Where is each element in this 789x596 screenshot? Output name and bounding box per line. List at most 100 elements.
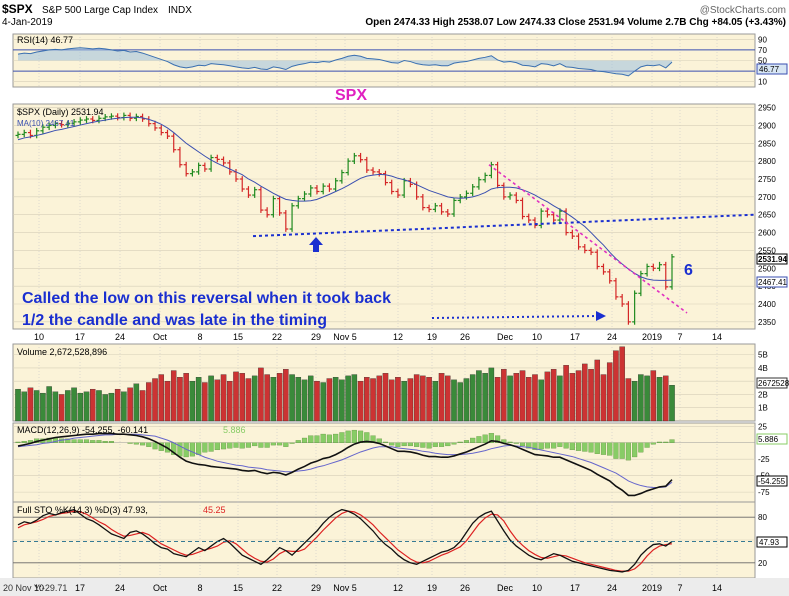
macd-hist-bar xyxy=(463,440,470,443)
volume-bar xyxy=(669,385,675,422)
x-tick-label: 24 xyxy=(607,332,617,342)
macd-hist-bar xyxy=(470,437,476,443)
macd-hist-bar xyxy=(663,441,669,443)
index-name: S&P 500 Large Cap Index xyxy=(42,5,158,16)
price-bar xyxy=(451,197,457,217)
price-bar xyxy=(439,202,445,215)
volume-bar xyxy=(357,381,364,422)
annotation-line-2: 1/2 the candle and was late in the timin… xyxy=(22,312,327,329)
price-bar xyxy=(382,170,388,186)
x-tick-label-bottom: 15 xyxy=(233,583,243,593)
volume-bar xyxy=(127,387,133,422)
price-bar xyxy=(40,124,46,134)
volume-bar xyxy=(513,373,520,422)
price-tick-label: 2750 xyxy=(758,175,776,184)
price-bar xyxy=(15,131,21,139)
macd-hist-bar xyxy=(632,442,638,458)
macd-hist-bar xyxy=(638,442,644,453)
macd-hist-bar xyxy=(644,442,650,448)
volume-bar xyxy=(52,391,59,422)
price-bar xyxy=(632,290,638,325)
x-tick-label: 8 xyxy=(197,332,202,342)
macd-hist-bar xyxy=(495,435,501,443)
header-date: 4-Jan-2019 xyxy=(2,17,53,28)
volume-bar xyxy=(351,374,358,422)
price-bar xyxy=(395,188,401,198)
macd-hist-bar xyxy=(420,442,426,448)
volume-bar xyxy=(58,394,65,422)
x-tick-label: 7 xyxy=(677,332,682,342)
price-bar xyxy=(214,154,220,163)
macd-hist-bar xyxy=(90,440,96,443)
macd-hist-bar xyxy=(364,432,370,443)
x-tick-label: 17 xyxy=(75,332,85,342)
price-bar xyxy=(308,185,314,197)
price-bar xyxy=(619,294,625,307)
price-bar xyxy=(345,158,351,176)
macd-hist-bar xyxy=(258,442,264,448)
volume-bar xyxy=(114,388,121,422)
macd-hist-bar xyxy=(482,434,488,443)
price-last-label: 2531.94 xyxy=(758,255,787,264)
volume-bar xyxy=(650,370,657,422)
price-bar xyxy=(252,186,258,198)
volume-tick-label: 1B xyxy=(758,404,768,413)
volume-bar xyxy=(158,374,165,422)
macd-hist-bar xyxy=(438,442,445,447)
macd-hist-bar xyxy=(345,430,351,443)
macd-hist-bar xyxy=(600,442,607,455)
volume-bar xyxy=(314,381,320,422)
watermark: @StockCharts.com xyxy=(700,5,786,16)
symbol-title: $SPX xyxy=(2,2,33,16)
x-tick-label: 19 xyxy=(427,332,437,342)
macd-hist-bar xyxy=(594,442,600,454)
macd-tick-label: -75 xyxy=(758,488,770,497)
macd-hist-bar xyxy=(407,442,413,447)
sto-k-line xyxy=(17,508,673,573)
x-tick-label-bottom: 24 xyxy=(607,583,617,593)
macd-hist-box xyxy=(756,433,788,445)
macd-hist-bar xyxy=(445,442,451,447)
macd-last-label: -54.255 xyxy=(758,477,786,486)
price-bar xyxy=(289,202,295,232)
rsi-line xyxy=(17,47,673,77)
volume-bar xyxy=(258,367,264,422)
volume-bar xyxy=(121,391,127,422)
volume-bar xyxy=(89,388,96,422)
volume-bar xyxy=(395,377,401,422)
footer-readout: 20 Nov Y:-29.71 xyxy=(3,583,67,593)
macd-hist-bar xyxy=(613,442,619,459)
volume-bar xyxy=(588,369,594,422)
price-bar xyxy=(657,261,663,272)
volume-bar xyxy=(563,365,569,422)
price-bar xyxy=(21,129,27,138)
macd-hist-bar xyxy=(395,442,401,447)
volume-bar xyxy=(494,377,501,422)
volume-tick-label: 4B xyxy=(758,364,768,373)
macd-hist-bar xyxy=(96,440,102,443)
volume-bar xyxy=(401,381,407,422)
price-bar xyxy=(526,213,532,223)
price-bar xyxy=(320,183,326,195)
volume-bar xyxy=(183,373,189,422)
macd-hist-bar xyxy=(339,432,345,443)
price-bar xyxy=(588,247,594,256)
volume-bar xyxy=(264,374,270,422)
price-bar xyxy=(183,161,189,177)
volume-bar xyxy=(388,379,395,422)
macd-hist-bar xyxy=(551,442,557,449)
macd-hist-bar xyxy=(333,433,339,443)
volume-bar xyxy=(65,390,71,422)
volume-bar xyxy=(594,359,601,422)
volume-legend: Volume 2,672,528,896 xyxy=(17,347,107,357)
price-tick-label: 2900 xyxy=(758,121,776,130)
x-tick-label: 24 xyxy=(115,332,125,342)
volume-bar xyxy=(220,374,227,422)
volume-bar xyxy=(644,375,650,422)
price-tick-label: 2550 xyxy=(758,246,776,255)
price-bar xyxy=(364,156,370,173)
ma-legend: MA(10) 2467.41 xyxy=(17,119,75,128)
price-bar xyxy=(389,179,395,195)
macd-hist-bar xyxy=(557,442,563,447)
volume-bar xyxy=(301,379,308,422)
